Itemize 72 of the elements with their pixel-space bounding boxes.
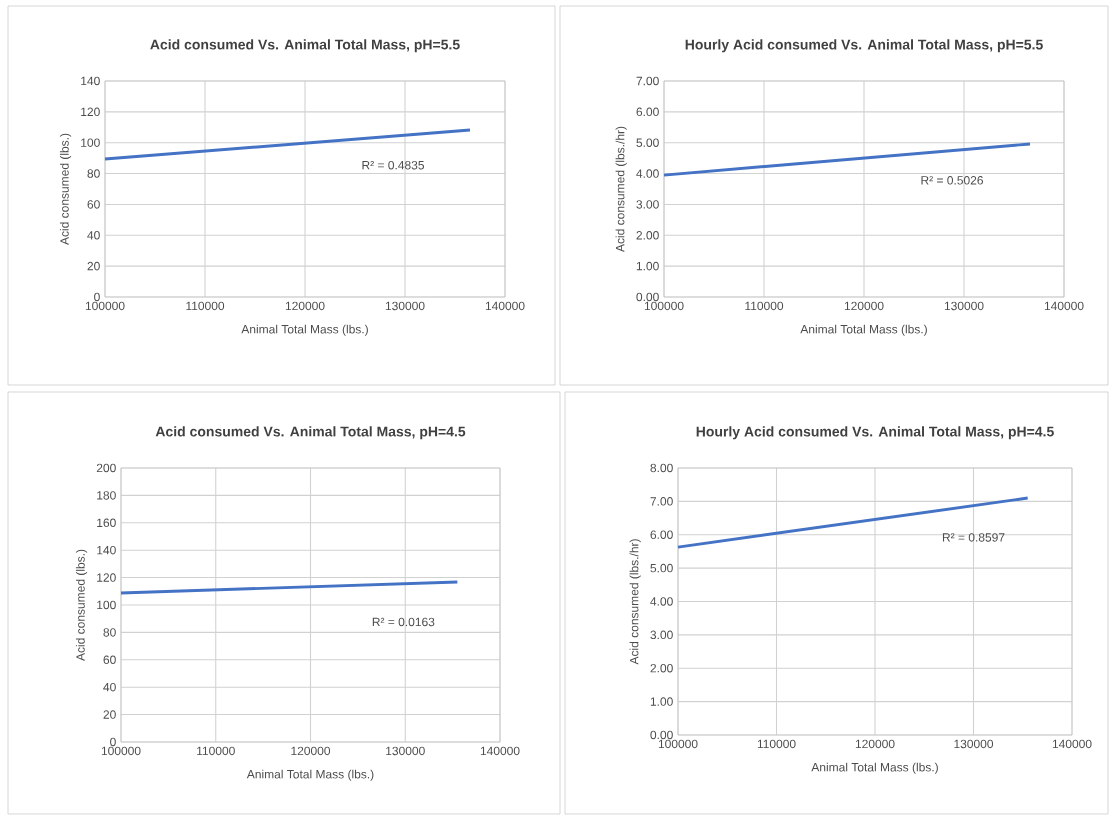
y-tick-label: 140	[97, 545, 116, 555]
x-tick-label: 140000	[1052, 739, 1092, 749]
x-tick-label: 120000	[844, 301, 884, 311]
y-tick-label: 0	[110, 737, 116, 747]
y-tick-label: 0.00	[650, 730, 673, 740]
y-tick-label: 4.00	[636, 169, 659, 178]
x-axis-title: Animal Total Mass (lbs.)	[246, 769, 374, 781]
y-tick-label: 1.00	[636, 261, 659, 271]
x-tick-label: 110000	[757, 739, 796, 749]
y-tick-label: 2.00	[636, 231, 659, 240]
y-tick-label: 0.00	[636, 292, 659, 302]
x-tick-label: 130000	[385, 301, 425, 311]
y-axis-title: Acid consumed (lbs.)	[59, 133, 72, 245]
x-tick-label: 110000	[745, 301, 784, 311]
y-tick-label: 60	[103, 655, 116, 665]
y-tick-label: 180	[97, 491, 116, 500]
y-tick-label: 20	[103, 710, 116, 719]
y-tick-label: 1.00	[650, 697, 673, 706]
y-tick-label: 5.00	[636, 138, 659, 147]
x-tick-label: 110000	[197, 746, 235, 756]
y-tick-label: 200	[96, 463, 116, 473]
chart-title: Hourly Acid consumed Vs. Animal Total Mass, pH=4.5	[696, 426, 1054, 440]
annotation: R² = 0.8597	[942, 533, 1005, 542]
annotation: R² = 0.4835	[362, 160, 425, 170]
y-tick-label: 120	[97, 573, 116, 582]
x-tick-label: 100000	[644, 301, 684, 311]
y-tick-label: 6.00	[636, 107, 659, 117]
y-tick-label: 100	[97, 600, 116, 610]
x-axis-title: Animal Total Mass (lbs.)	[241, 324, 368, 336]
y-tick-label: 20	[87, 261, 100, 271]
y-tick-label: 60	[87, 200, 100, 209]
y-tick-label: 6.00	[650, 530, 673, 539]
x-tick-label: 130000	[944, 301, 984, 311]
x-tick-label: 140000	[480, 746, 520, 756]
y-tick-label: 0	[94, 292, 100, 302]
x-tick-label: 120000	[285, 301, 325, 311]
y-tick-label: 120	[81, 107, 100, 117]
annotation: R² = 0.0163	[372, 617, 435, 627]
x-tick-label: 130000	[386, 746, 425, 756]
x-axis-title: Animal Total Mass (lbs.)	[811, 762, 938, 774]
y-tick-label: 160	[97, 518, 116, 528]
y-tick-label: 40	[87, 231, 100, 240]
x-tick-label: 140000	[1044, 301, 1084, 311]
annotation: R² = 0.5026	[921, 176, 983, 185]
y-tick-label: 80	[87, 169, 100, 178]
x-tick-label: 120000	[855, 739, 895, 749]
y-axis-title: Acid consumed (lbs.)	[75, 549, 88, 661]
x-tick-label: 110000	[186, 301, 225, 311]
x-axis-title: Animal Total Mass (lbs.)	[800, 324, 927, 336]
y-tick-label: 40	[103, 682, 116, 692]
x-tick-label: 100000	[658, 739, 698, 749]
y-tick-label: 3.00	[636, 200, 659, 209]
y-tick-label: 7.00	[636, 76, 659, 86]
x-tick-label: 100000	[85, 301, 125, 311]
y-tick-label: 8.00	[650, 463, 673, 473]
y-tick-label: 100	[81, 138, 100, 147]
x-tick-label: 120000	[291, 746, 331, 756]
chart-title: Acid consumed Vs. Animal Total Mass, pH=4.5	[155, 426, 466, 440]
chart-title: Hourly Acid consumed Vs. Animal Total Mass, pH=5.5	[685, 39, 1043, 53]
y-tick-label: 3.00	[650, 630, 673, 640]
y-tick-label: 2.00	[650, 663, 673, 673]
y-tick-label: 140	[81, 76, 100, 86]
y-tick-label: 80	[103, 628, 116, 637]
y-tick-label: 7.00	[650, 497, 673, 506]
x-tick-label: 100000	[101, 746, 141, 756]
y-axis-title: Acid consumed (lbs./hr)	[629, 539, 641, 665]
chart-title: Acid consumed Vs. Animal Total Mass, pH=5.5	[150, 39, 460, 53]
x-tick-label: 140000	[485, 301, 525, 311]
y-tick-label: 4.00	[650, 597, 673, 606]
x-tick-label: 130000	[954, 739, 994, 749]
y-axis-title: Acid consumed (lbs./hr)	[615, 126, 627, 252]
y-tick-label: 5.00	[650, 563, 673, 573]
